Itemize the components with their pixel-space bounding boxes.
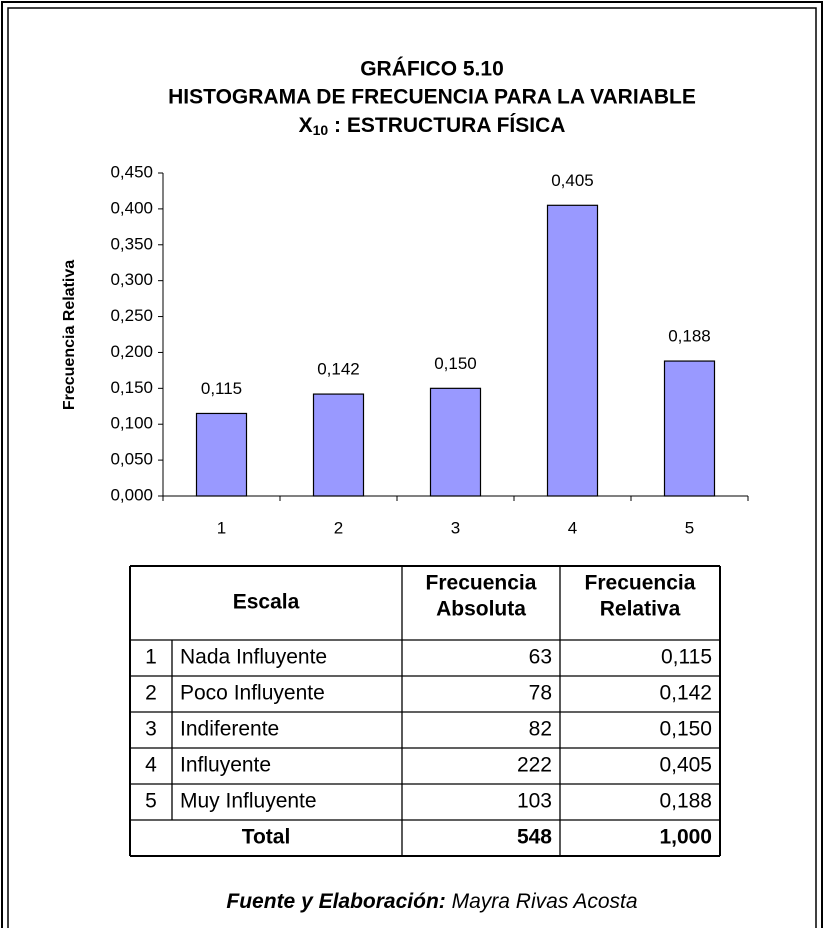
y-tick-label: 0,400 bbox=[110, 198, 153, 217]
x-tick-label: 4 bbox=[568, 518, 577, 537]
y-tick-label: 0,200 bbox=[110, 342, 153, 361]
table-header: Absoluta bbox=[436, 598, 526, 621]
table-cell: 4 bbox=[145, 754, 157, 777]
table-cell: 222 bbox=[517, 754, 552, 777]
table-cell: Influyente bbox=[180, 754, 271, 777]
table-cell: 82 bbox=[529, 718, 552, 741]
table-cell: 0,150 bbox=[659, 718, 712, 741]
y-tick-label: 0,000 bbox=[110, 485, 153, 504]
bar bbox=[312, 393, 365, 497]
table-cell: 0,142 bbox=[659, 682, 712, 705]
table-cell: Muy Influyente bbox=[180, 790, 317, 813]
footer: Fuente y Elaboración: Mayra Rivas Acosta bbox=[226, 890, 637, 913]
x-tick-label: 5 bbox=[685, 518, 694, 537]
y-tick-label: 0,150 bbox=[110, 378, 153, 397]
y-tick-label: 0,300 bbox=[110, 270, 153, 289]
table-cell: 0,115 bbox=[661, 646, 712, 669]
chart-title: X10 : ESTRUCTURA FÍSICA bbox=[299, 114, 566, 138]
variable-symbol: X bbox=[299, 114, 313, 137]
chart-title: GRÁFICO 5.10 bbox=[360, 58, 504, 81]
table-total: 548 bbox=[517, 826, 552, 849]
data-label: 0,142 bbox=[317, 360, 360, 379]
table-cell: 0,405 bbox=[659, 754, 712, 777]
y-tick-label: 0,450 bbox=[110, 162, 153, 181]
data-label: 0,188 bbox=[668, 327, 711, 346]
table-cell: 0,188 bbox=[659, 790, 712, 813]
bar bbox=[663, 360, 716, 497]
inner-border bbox=[7, 7, 817, 928]
table-cell: 3 bbox=[145, 718, 157, 741]
table-total: 1,000 bbox=[659, 826, 712, 849]
x-tick-label: 1 bbox=[217, 518, 226, 537]
table-cell: 103 bbox=[517, 790, 552, 813]
data-label: 0,405 bbox=[551, 171, 594, 190]
footer-label: Fuente y Elaboración: bbox=[226, 890, 445, 913]
table-header: Relativa bbox=[600, 598, 681, 621]
table-total: Total bbox=[242, 826, 291, 849]
variable-subscript: 10 bbox=[313, 122, 329, 138]
table-cell: Poco Influyente bbox=[180, 682, 325, 705]
y-axis-label: Frecuencia Relativa bbox=[61, 260, 78, 410]
table-cell: 2 bbox=[145, 682, 157, 705]
table-cell: 78 bbox=[529, 682, 552, 705]
bar bbox=[195, 412, 248, 497]
table-header: Frecuencia bbox=[585, 572, 696, 595]
variable-name: : ESTRUCTURA FÍSICA bbox=[328, 114, 565, 137]
y-tick-label: 0,100 bbox=[110, 414, 153, 433]
footer-author: Mayra Rivas Acosta bbox=[452, 890, 638, 913]
x-tick-label: 2 bbox=[334, 518, 343, 537]
table-cell: Nada Influyente bbox=[180, 646, 327, 669]
data-label: 0,150 bbox=[434, 354, 477, 373]
table-header: Frecuencia bbox=[426, 572, 537, 595]
table-cell: 5 bbox=[145, 790, 157, 813]
y-tick-label: 0,250 bbox=[110, 306, 153, 325]
data-label: 0,115 bbox=[201, 379, 242, 398]
chart-title: HISTOGRAMA DE FRECUENCIA PARA LA VARIABL… bbox=[168, 86, 696, 109]
table-header: Escala bbox=[233, 591, 300, 614]
y-tick-label: 0,350 bbox=[110, 234, 153, 253]
y-tick-label: 0,050 bbox=[110, 450, 153, 469]
x-tick-label: 3 bbox=[451, 518, 460, 537]
table-cell: 63 bbox=[529, 646, 552, 669]
bar bbox=[429, 387, 482, 497]
bar bbox=[546, 204, 599, 497]
table-cell: 1 bbox=[145, 646, 157, 669]
table-cell: Indiferente bbox=[180, 718, 279, 741]
